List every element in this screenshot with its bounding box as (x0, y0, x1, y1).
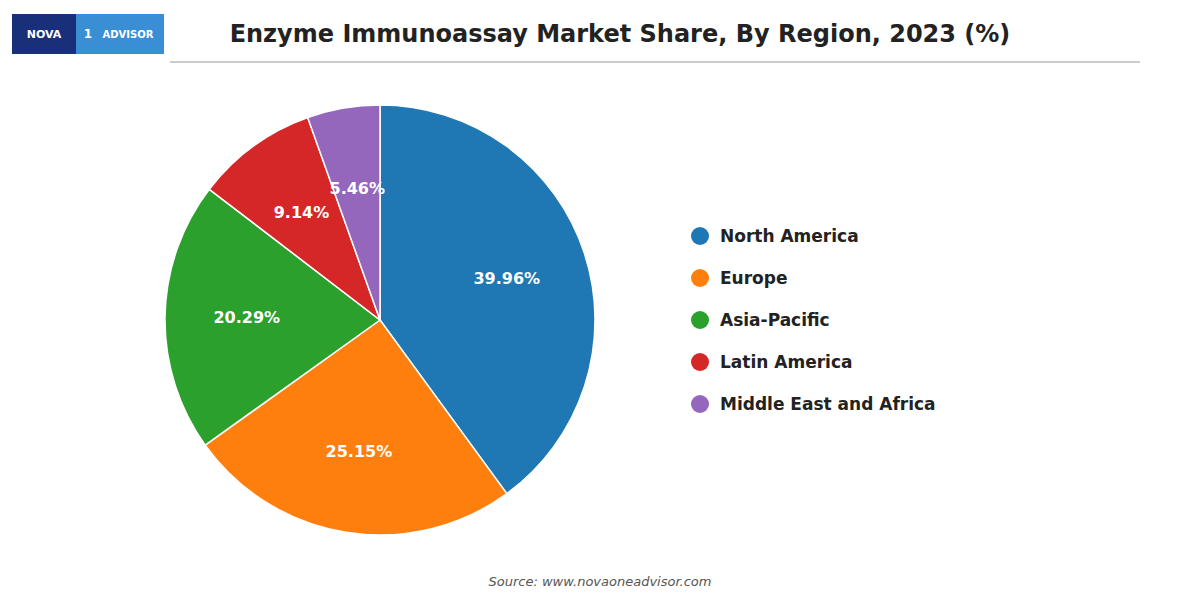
data-labels: 39.96% 25.15% 20.29% 9.14% 5.46% (213, 179, 540, 461)
title: Enzyme Immunoassay Market Share, By Regi… (230, 20, 1011, 48)
legend: North America Europe Asia-Pacific Latin Ame… (691, 226, 936, 414)
logo-text: 1 (84, 27, 92, 41)
logo-text: ADVISOR (103, 29, 154, 40)
legend-swatch (691, 395, 709, 413)
logo-right (76, 14, 164, 54)
chart-svg: Enzyme Immunoassay Market Share, By Regi… (0, 0, 1200, 600)
source-text: Source: www.novaoneadvisor.com (489, 574, 712, 589)
legend-swatch (691, 353, 709, 371)
legend-item: Latin America (691, 352, 852, 372)
legend-swatch (691, 227, 709, 245)
logo-text: NOVA (27, 28, 62, 41)
logo-left (12, 14, 76, 54)
logo: NOVA 1 ADVISOR (12, 14, 164, 54)
legend-swatch (691, 269, 709, 287)
legend-item: North America (691, 226, 859, 246)
data-label: 25.15% (326, 442, 393, 461)
legend-swatch (691, 311, 709, 329)
legend-item: Asia-Pacific (691, 310, 830, 330)
data-label: 9.14% (274, 203, 330, 222)
legend-label: Latin America (720, 352, 852, 372)
data-label: 20.29% (213, 308, 280, 327)
title-rule (170, 62, 1140, 63)
legend-label: Middle East and Africa (720, 394, 936, 414)
data-label: 5.46% (329, 179, 385, 198)
plot-area (165, 105, 595, 535)
legend-item: Middle East and Africa (691, 394, 936, 414)
legend-label: Asia-Pacific (720, 310, 830, 330)
chart-container: Enzyme Immunoassay Market Share, By Regi… (0, 0, 1200, 600)
legend-item: Europe (691, 268, 787, 288)
legend-label: Europe (720, 268, 787, 288)
data-label: 39.96% (473, 269, 540, 288)
legend-label: North America (720, 226, 859, 246)
